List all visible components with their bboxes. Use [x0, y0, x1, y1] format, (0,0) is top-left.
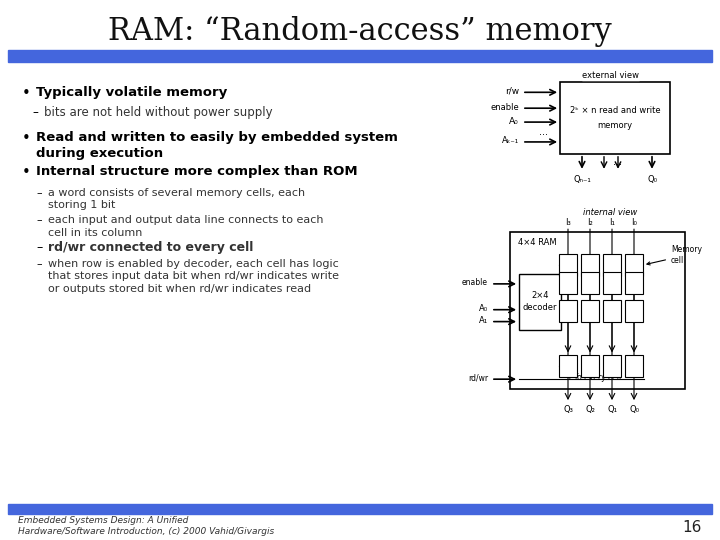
Bar — [625, 272, 643, 294]
Text: I₀: I₀ — [631, 218, 637, 227]
Text: 2×4: 2×4 — [531, 291, 549, 300]
Text: Aₖ₋₁: Aₖ₋₁ — [502, 137, 519, 145]
Text: when row is enabled by decoder, each cell has logic
that stores input data bit w: when row is enabled by decoder, each cel… — [48, 259, 339, 294]
Text: –: – — [36, 215, 42, 225]
Text: Q₁: Q₁ — [607, 405, 617, 414]
Text: Memory
cell: Memory cell — [647, 245, 702, 265]
Text: external view: external view — [582, 71, 639, 80]
Text: enable: enable — [490, 103, 519, 112]
Bar — [603, 355, 621, 377]
Text: –: – — [36, 259, 42, 269]
Text: –: – — [32, 106, 38, 119]
Text: Q₂: Q₂ — [585, 405, 595, 414]
Bar — [559, 355, 577, 377]
Text: •: • — [22, 131, 31, 146]
Text: rd/wr connected to every cell: rd/wr connected to every cell — [48, 241, 253, 254]
Bar — [625, 254, 643, 276]
Text: a word consists of several memory cells, each
storing 1 bit: a word consists of several memory cells,… — [48, 187, 305, 210]
Text: internal view: internal view — [583, 208, 637, 218]
Bar — [559, 254, 577, 276]
Text: ...: ... — [613, 157, 621, 167]
Text: rd/wr: rd/wr — [468, 374, 488, 383]
Bar — [581, 355, 599, 377]
Text: A₀: A₀ — [509, 117, 519, 126]
Text: r/w: r/w — [505, 87, 519, 96]
Bar — [603, 300, 621, 322]
Text: each input and output data line connects to each
cell in its column: each input and output data line connects… — [48, 215, 323, 238]
Bar — [581, 300, 599, 322]
Bar — [603, 272, 621, 294]
Text: I₂: I₂ — [587, 218, 593, 227]
Bar — [8, 50, 712, 62]
Text: A₁: A₁ — [479, 316, 488, 325]
Text: enable: enable — [462, 279, 488, 287]
Text: I₃: I₃ — [565, 218, 571, 227]
Text: I₁: I₁ — [609, 218, 615, 227]
Bar — [625, 355, 643, 377]
Text: Read and written to easily by embedded system
during execution: Read and written to easily by embedded s… — [36, 131, 398, 160]
Text: Qₙ₋₁: Qₙ₋₁ — [573, 175, 591, 184]
Bar — [625, 300, 643, 322]
Text: –: – — [36, 187, 42, 198]
Bar — [603, 254, 621, 276]
Text: bits are not held without power supply: bits are not held without power supply — [44, 106, 273, 119]
Text: –: – — [36, 241, 42, 254]
Text: Q₃: Q₃ — [563, 405, 573, 414]
Text: A₀: A₀ — [479, 304, 488, 313]
Text: decoder: decoder — [523, 303, 557, 312]
Text: Q₀: Q₀ — [629, 405, 639, 414]
Text: •: • — [22, 86, 31, 102]
Text: ...: ... — [539, 127, 549, 137]
Text: •: • — [22, 165, 31, 180]
Bar — [559, 272, 577, 294]
Text: memory: memory — [598, 120, 633, 130]
Text: Embedded Systems Design: A Unified
Hardware/Software Introduction, (c) 2000 Vahi: Embedded Systems Design: A Unified Hardw… — [18, 516, 274, 536]
Text: 2ᵏ × n read and write: 2ᵏ × n read and write — [570, 106, 660, 114]
Text: 16: 16 — [683, 520, 702, 535]
Text: Q₀: Q₀ — [647, 175, 657, 184]
Bar — [581, 272, 599, 294]
Bar — [519, 274, 561, 329]
Bar — [560, 83, 670, 154]
Bar — [8, 504, 712, 514]
Text: Internal structure more complex than ROM: Internal structure more complex than ROM — [36, 165, 358, 178]
Text: Typically volatile memory: Typically volatile memory — [36, 86, 228, 99]
Text: RAM: “Random-access” memory: RAM: “Random-access” memory — [108, 16, 612, 48]
Bar — [581, 254, 599, 276]
Bar — [559, 300, 577, 322]
Text: 4×4 RAM: 4×4 RAM — [518, 238, 557, 247]
Bar — [510, 232, 685, 389]
Text: → To every cell: → To every cell — [565, 373, 621, 382]
